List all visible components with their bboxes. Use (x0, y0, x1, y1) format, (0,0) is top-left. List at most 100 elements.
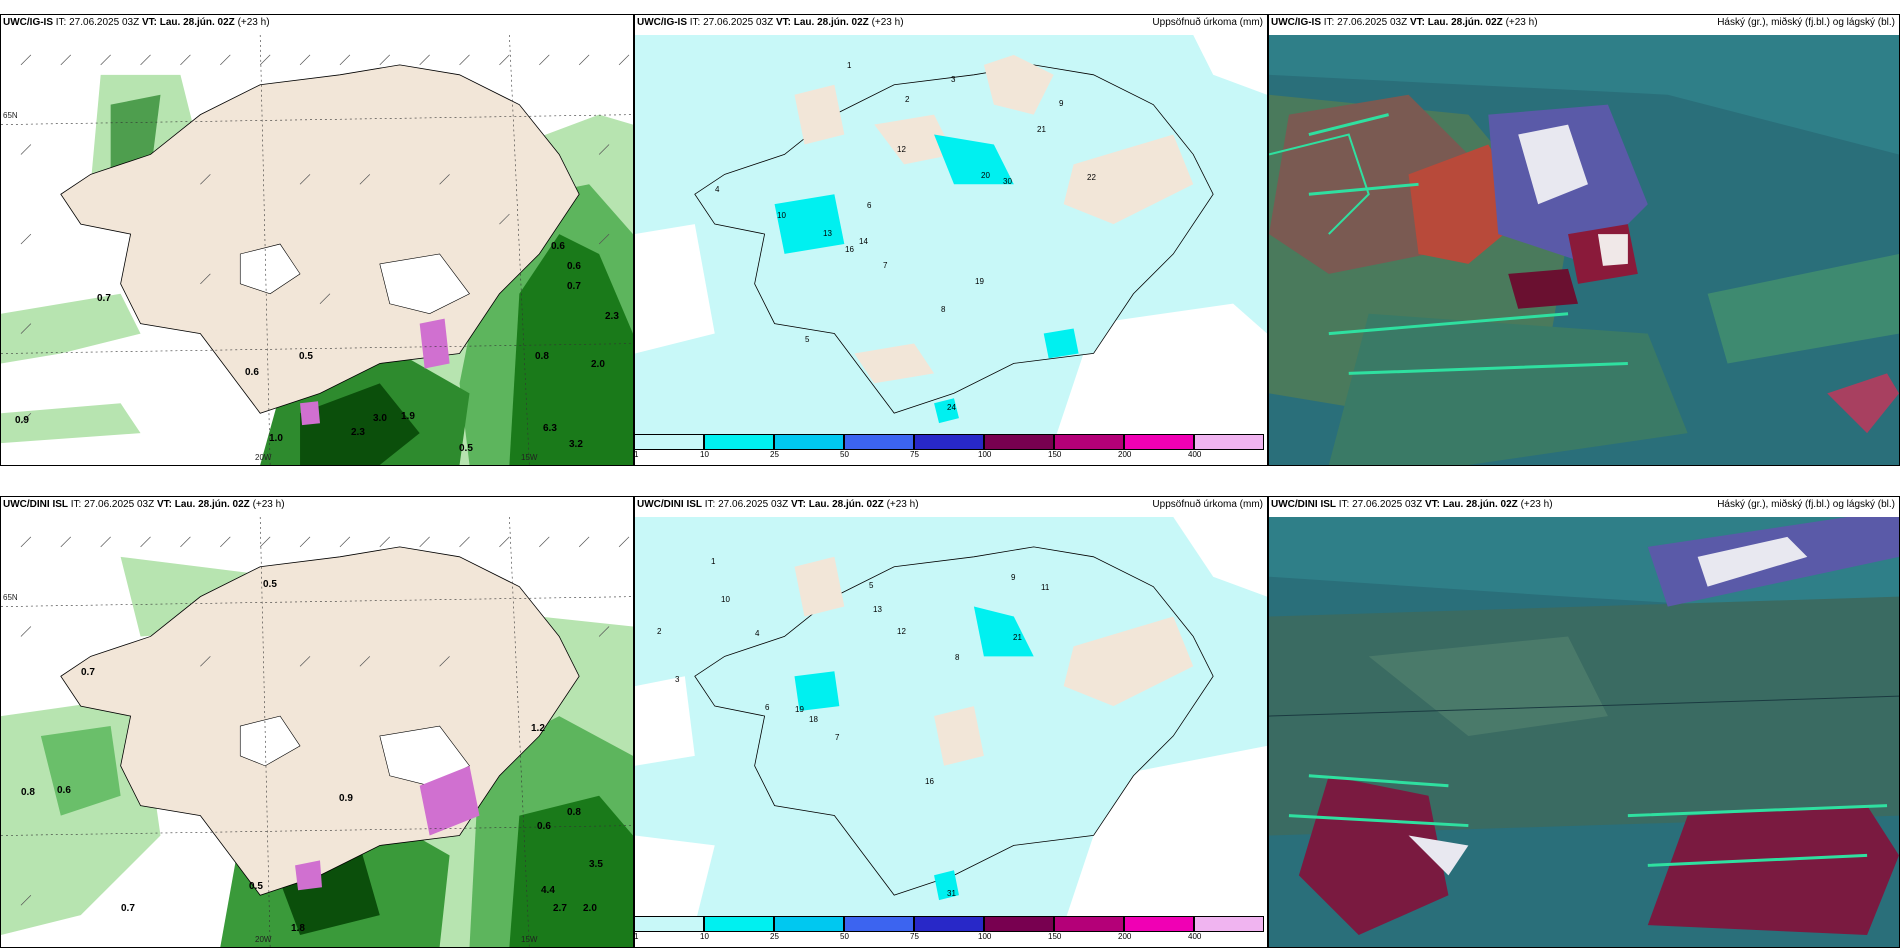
value-label: 30 (1003, 177, 1012, 186)
value-label: 5 (805, 335, 810, 344)
value-label: 0.7 (567, 281, 581, 292)
value-label: 2.3 (351, 427, 365, 438)
value-label: 0.7 (121, 903, 135, 914)
colorbar-tick: 1 (634, 932, 639, 941)
value-label: 2.3 (605, 311, 619, 322)
wind-map (1, 517, 633, 947)
value-label: 2.0 (583, 903, 597, 914)
value-label: 0.5 (249, 881, 263, 892)
value-label: 31 (947, 889, 956, 898)
value-label: 5 (869, 581, 874, 590)
colorbar-tick: 75 (910, 450, 919, 459)
value-label: 3.0 (373, 413, 387, 424)
value-label: 0.6 (57, 785, 71, 796)
colorbar-segment (774, 434, 844, 450)
value-label: 1.8 (291, 923, 305, 934)
colorbar-segment (984, 916, 1054, 932)
value-label: 10 (777, 211, 786, 220)
colorbar-tick: 100 (978, 932, 992, 941)
precip-map (635, 35, 1267, 443)
colorbar-tick: 25 (770, 932, 779, 941)
lat-label: 65N (3, 593, 18, 602)
cloud-map (1269, 517, 1899, 947)
lon-label: 20W (255, 935, 272, 944)
wind-map (1, 35, 633, 465)
colorbar-segment (914, 916, 984, 932)
colorbar-tick: 10 (700, 450, 709, 459)
value-label: 9 (1059, 99, 1064, 108)
value-label: 24 (947, 403, 956, 412)
value-label: 20 (981, 171, 990, 180)
value-label: 8 (941, 305, 946, 314)
value-label: 0.6 (537, 821, 551, 832)
value-label: 0.5 (263, 579, 277, 590)
colorbar-tick: 200 (1118, 450, 1132, 459)
value-label: 8 (955, 653, 960, 662)
colorbar-tick: 150 (1048, 932, 1062, 941)
value-label: 1 (711, 557, 716, 566)
value-label: 14 (859, 237, 868, 246)
value-label: 6.3 (543, 423, 557, 434)
colorbar-tick: 25 (770, 450, 779, 459)
lat-label: 65N (3, 111, 18, 120)
panel-title: UWC/IG-IS IT: 27.06.2025 03Z VT: Lau. 28… (1271, 17, 1538, 28)
colorbar-segment (914, 434, 984, 450)
colorbar-tick: 1 (634, 450, 639, 459)
colorbar-tick: 10 (700, 932, 709, 941)
value-label: 3 (951, 75, 956, 84)
value-label: 22 (1087, 173, 1096, 182)
value-label: 4 (755, 629, 760, 638)
lon-label: 15W (521, 935, 538, 944)
value-label: 0.7 (97, 293, 111, 304)
value-label: 16 (925, 777, 934, 786)
panel-wind-precip-igis: UWC/IG-IS IT: 27.06.2025 03Z VT: Lau. 28… (0, 14, 634, 466)
colorbar-segment (1124, 916, 1194, 932)
value-label: 12 (897, 627, 906, 636)
colorbar-tick: 150 (1048, 450, 1062, 459)
value-label: 10 (721, 595, 730, 604)
value-label: 11 (1041, 583, 1050, 592)
colorbar-tick: 100 (978, 450, 992, 459)
colorbar-tick: 400 (1188, 450, 1202, 459)
value-label: 13 (873, 605, 882, 614)
value-label: 16 (845, 245, 854, 254)
panel-title: UWC/IG-IS IT: 27.06.2025 03Z VT: Lau. 28… (3, 17, 270, 28)
value-label: 3 (675, 675, 680, 684)
value-label: 1.9 (401, 411, 415, 422)
precip-map (635, 517, 1267, 925)
value-label: 7 (883, 261, 888, 270)
value-label: 0.5 (459, 443, 473, 454)
colorbar-segment (1124, 434, 1194, 450)
value-label: 2.0 (591, 359, 605, 370)
value-label: 3.5 (589, 859, 603, 870)
precip-colorbar: 1 10 25 50 75 100 150 200 400 (634, 916, 1266, 941)
value-label: 4.4 (541, 885, 555, 896)
panel-subtitle: Háský (gr.), miðský (fj.bl.) og lágský (… (1717, 17, 1895, 28)
colorbar-segment (984, 434, 1054, 450)
panel-accum-precip-igis: UWC/IG-IS IT: 27.06.2025 03Z VT: Lau. 28… (634, 14, 1268, 466)
colorbar-segment (634, 916, 704, 932)
value-label: 2 (905, 95, 910, 104)
panel-subtitle: Háský (gr.), miðský (fj.bl.) og lágský (… (1717, 499, 1895, 510)
lon-label: 15W (521, 453, 538, 462)
value-label: 12 (897, 145, 906, 154)
value-label: 19 (975, 277, 984, 286)
value-label: 0.8 (535, 351, 549, 362)
value-label: 1.0 (269, 433, 283, 444)
value-label: 0.6 (551, 241, 565, 252)
panel-title: UWC/DINI ISL IT: 27.06.2025 03Z VT: Lau.… (1271, 499, 1553, 510)
colorbar-tick: 200 (1118, 932, 1132, 941)
colorbar-segment (704, 916, 774, 932)
panel-subtitle: Uppsöfnuð úrkoma (mm) (1152, 17, 1263, 28)
value-label: 2.7 (553, 903, 567, 914)
value-label: 4 (715, 185, 720, 194)
value-label: 0.6 (567, 261, 581, 272)
panel-cloud-dini: UWC/DINI ISL IT: 27.06.2025 03Z VT: Lau.… (1268, 496, 1900, 948)
value-label: 9 (1011, 573, 1016, 582)
colorbar-segment (1194, 434, 1264, 450)
value-label: 21 (1013, 633, 1022, 642)
precip-colorbar: 1 10 25 50 75 100 150 200 400 (634, 434, 1266, 459)
value-label: 0.6 (245, 367, 259, 378)
panel-wind-precip-dini: UWC/DINI ISL IT: 27.06.2025 03Z VT: Lau.… (0, 496, 634, 948)
colorbar-segment (634, 434, 704, 450)
